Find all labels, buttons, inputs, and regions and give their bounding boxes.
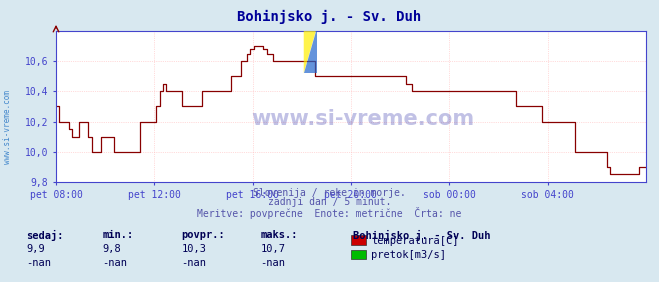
Text: www.si-vreme.com: www.si-vreme.com [251,109,474,129]
Text: povpr.:: povpr.: [181,230,225,240]
Text: zadnji dan / 5 minut.: zadnji dan / 5 minut. [268,197,391,207]
Text: -nan: -nan [181,258,206,268]
Text: temperatura[C]: temperatura[C] [371,235,459,246]
Text: -nan: -nan [260,258,285,268]
Text: Meritve: povprečne  Enote: metrične  Črta: ne: Meritve: povprečne Enote: metrične Črta:… [197,207,462,219]
Text: www.si-vreme.com: www.si-vreme.com [3,90,13,164]
Text: min.:: min.: [102,230,133,240]
Text: Bohinjsko j. - Sv. Duh: Bohinjsko j. - Sv. Duh [237,10,422,24]
Text: Bohinjsko j. - Sv. Duh: Bohinjsko j. - Sv. Duh [353,230,490,241]
Text: pretok[m3/s]: pretok[m3/s] [371,250,446,260]
Text: sedaj:: sedaj: [26,230,64,241]
Polygon shape [304,28,317,73]
Text: Slovenija / reke in morje.: Slovenija / reke in morje. [253,188,406,197]
Text: 10,7: 10,7 [260,244,285,254]
Text: maks.:: maks.: [260,230,298,240]
Polygon shape [304,28,317,73]
Text: 10,3: 10,3 [181,244,206,254]
Text: 9,9: 9,9 [26,244,45,254]
Text: -nan: -nan [102,258,127,268]
Text: 9,8: 9,8 [102,244,121,254]
Text: -nan: -nan [26,258,51,268]
